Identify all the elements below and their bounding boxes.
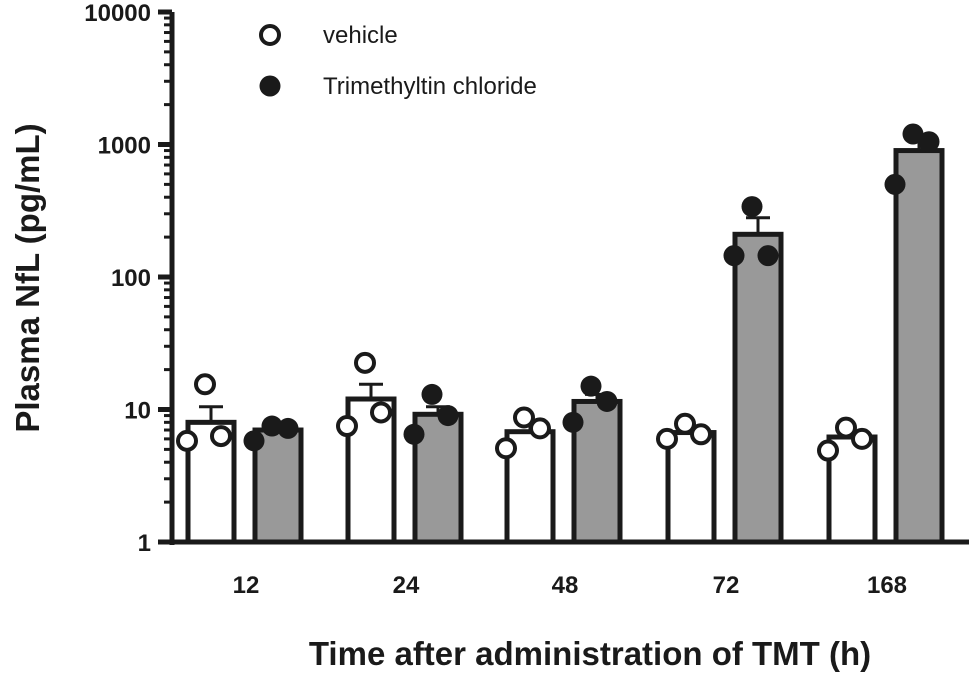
data-point [723,245,745,267]
data-point [884,173,906,195]
data-point [336,415,358,438]
data-point [421,383,443,405]
y-axis-title: Plasma NfL (pg/mL) [9,123,46,432]
bars-layer [185,148,945,545]
data-point [918,131,940,153]
data-point [817,439,839,462]
data-point [580,375,602,397]
data-point [176,429,198,452]
data-point [562,411,584,433]
bar [665,430,717,545]
legend: vehicle Trimethyltin chloride [259,22,537,100]
y-tick-label: 10000 [84,0,151,27]
data-point [851,427,873,450]
data-point [835,416,857,439]
axes-layer: 12 24 48 72 168 1 10 100 1000 10000 [84,0,969,599]
x-tick-label: 12 [233,572,260,599]
data-point [210,425,232,448]
x-tick-label: 24 [393,572,420,599]
bar [893,148,945,545]
y-tick-label: 1000 [98,133,151,160]
data-point [741,196,763,218]
data-point [596,390,618,412]
x-tick-label: 72 [713,572,740,599]
legend-label-vehicle: vehicle [323,22,398,49]
data-point [370,401,392,424]
data-point [656,427,678,450]
error-bars-layer [199,138,931,438]
x-tick-label: 168 [867,572,907,599]
data-point [674,412,696,435]
legend-marker-trimethyltin-chloride [259,75,281,97]
data-point [354,351,376,374]
data-point [529,417,551,440]
x-tick-label: 48 [552,572,579,599]
y-tick-label: 1 [138,530,151,557]
bar [732,231,784,545]
data-point [194,373,216,396]
data-point [757,245,779,267]
legend-marker-vehicle [259,24,281,46]
data-point [902,123,924,145]
data-point [513,406,535,429]
data-point [243,430,265,452]
data-points-layer [176,123,940,462]
data-point [261,415,283,437]
y-tick-label: 100 [111,265,151,292]
data-point [495,437,517,460]
data-point [437,405,459,427]
data-point [277,417,299,439]
y-tick-label: 10 [124,398,151,425]
x-axis-title: Time after administration of TMT (h) [309,635,871,672]
data-point [690,423,712,446]
data-point [403,423,425,445]
legend-label-trimethyltin-chloride: Trimethyltin chloride [323,73,537,100]
